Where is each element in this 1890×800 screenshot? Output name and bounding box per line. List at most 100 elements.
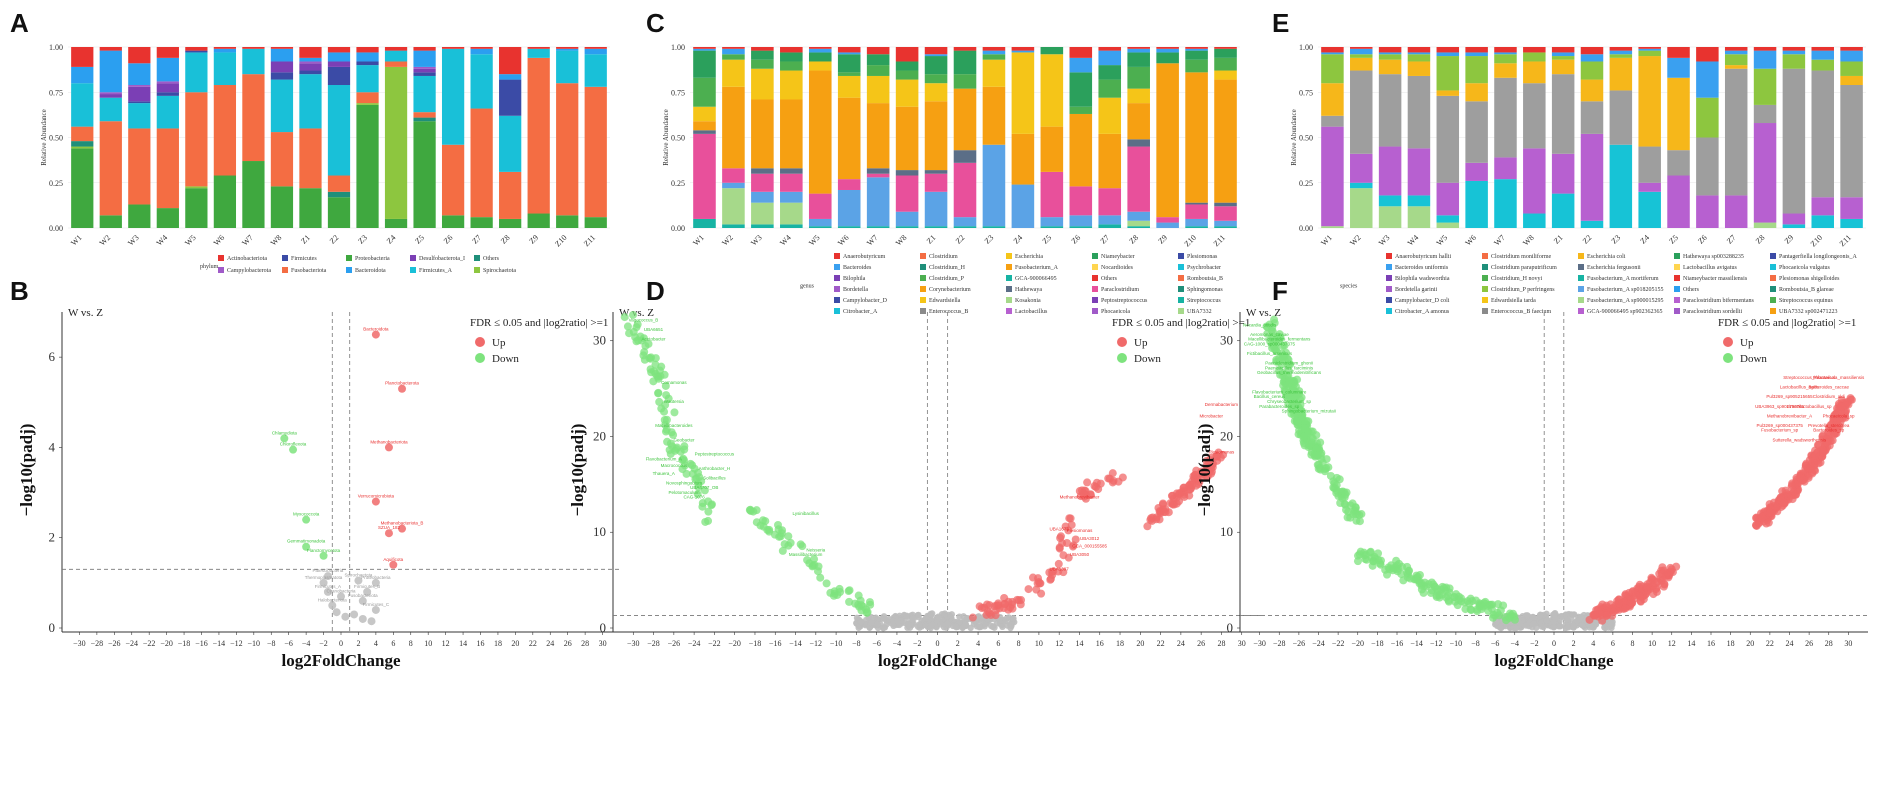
- legend-entry: Others: [1101, 276, 1118, 282]
- legend-swatch: [282, 255, 288, 261]
- bar-pseudomonas-w8: [895, 211, 919, 227]
- bar-paraclostridium-z5: [1040, 171, 1064, 218]
- up-point: [1071, 535, 1080, 544]
- bar-fusobacterium-a-w2: [722, 86, 745, 169]
- bar-pseudomonas-veronii-w4: [1407, 195, 1431, 207]
- bar-paeniclostridium-w8: [895, 61, 919, 71]
- legend-entry: Hathewaya sp003288235: [1683, 254, 1744, 260]
- legend-swatch: [834, 275, 840, 281]
- x-tick-label: −2: [913, 639, 922, 648]
- ns-point: [874, 621, 881, 628]
- bar-actinobacteriota-z10: [556, 47, 579, 49]
- x-tick-label: −6: [284, 639, 293, 648]
- bar-fusobacteriota-z10: [556, 83, 579, 216]
- ns-point: [962, 620, 969, 628]
- legend-entry: Lactobacillus avigatus: [1683, 265, 1737, 271]
- bar-clostridium-p-perfringens-w8: [1523, 52, 1546, 62]
- bar-pseudomonas-w6: [837, 189, 861, 227]
- x-tick-label: Z5: [1041, 233, 1054, 246]
- legend-swatch: [1482, 308, 1488, 314]
- bar-pseudomonas-veronii-w6: [1465, 180, 1488, 228]
- down-label: Peptostreptococcus: [695, 452, 735, 457]
- up-label: Bacteroides_caccae: [1808, 385, 1849, 390]
- x-tick-label: −28: [647, 639, 660, 648]
- bar-clostridium-p-perfringens-z3: [1609, 54, 1633, 58]
- down-point: [704, 507, 713, 516]
- down-point: [822, 579, 831, 588]
- bar-clostridium-p-z6: [1069, 106, 1093, 114]
- legend-entry: Desulfobacterota_I: [419, 255, 465, 262]
- ns-point: [1513, 624, 1520, 632]
- bar-fusobacterium-a-w1: [693, 121, 716, 131]
- legend-entry: Fusobacteriota: [291, 268, 327, 274]
- y-tick-label: 30: [1220, 333, 1233, 348]
- bar-fusobacterium-a-w8: [895, 106, 919, 171]
- up-point: [398, 524, 407, 533]
- bar-actinobacteriota-w3: [128, 47, 151, 64]
- x-tick-label: 20: [1746, 639, 1754, 648]
- bar-pseudomonas-b-glareae-w4: [1407, 206, 1431, 228]
- bar-hathewaya-z2: [953, 150, 977, 163]
- bar-anaerobutyricum-hallii-w3: [1378, 47, 1402, 53]
- bar-firmicutes-a-z3: [356, 65, 379, 93]
- bar-streptococcus-w1: [693, 218, 716, 228]
- legend-entry: Edwardsiella tarda: [1491, 298, 1536, 304]
- legend-down-label: Down: [1134, 353, 1161, 365]
- x-tick-label: 12: [442, 639, 450, 648]
- bar-paeniclostridium-w5: [808, 52, 832, 62]
- bar-escherichia-z3: [982, 59, 1006, 87]
- legend-entry: Citrobacter_A amonus: [1395, 309, 1450, 315]
- down-point: [657, 362, 666, 371]
- legend-entry: Paraclostridium sordellii: [1683, 309, 1742, 315]
- bar-pseudomonas-veronii-w7: [1494, 179, 1517, 228]
- y-tick-label: 10: [1220, 524, 1233, 539]
- bar-anaerobutyricum-w1: [693, 47, 716, 49]
- bar-desulfobacterota-i-w8: [270, 61, 294, 73]
- legend-swatch: [1006, 308, 1012, 314]
- up-point: [1662, 569, 1671, 578]
- y-tick-label: 6: [49, 349, 56, 364]
- legend-swatch: [920, 297, 926, 303]
- bar-anaerobutyricum-hallii-w7: [1494, 47, 1517, 53]
- bar-paraclostridium-w2: [722, 168, 745, 183]
- bar-firmicutes-a-z2: [327, 85, 351, 176]
- bar-fusobacteriota-z7: [470, 108, 493, 218]
- ns-point: [1556, 623, 1563, 630]
- bar-clostridium-p-z10: [1185, 59, 1208, 73]
- bar-pseudomonas-z7: [1098, 215, 1122, 225]
- bar-fusobacterium-a-z9: [1156, 63, 1179, 218]
- up-label: Planctobacterota: [385, 381, 419, 386]
- up-point: [1780, 499, 1789, 508]
- ns-point: [350, 610, 359, 619]
- down-point: [1484, 606, 1493, 615]
- bar-paraclostridium-bifermentans-z5: [1667, 175, 1690, 228]
- up-label: GCA_000155585: [1072, 544, 1107, 549]
- bar-others-w1: [71, 141, 94, 147]
- legend-entry: Campylobacter_D coli: [1395, 298, 1450, 304]
- bar-proteobacteria-z3: [356, 104, 379, 228]
- x-tick-label: 22: [529, 639, 537, 648]
- legend-swatch: [1386, 253, 1392, 259]
- bar-fusobacterium-a-w3: [751, 99, 774, 169]
- bar-clostridium-p-z1: [924, 74, 948, 84]
- x-tick-label: 14: [1075, 639, 1083, 648]
- legend-entry: Edwardsiella: [929, 298, 961, 304]
- bar-paraclostridium-w1: [693, 133, 716, 219]
- down-point: [289, 445, 298, 454]
- bar-hathewaya-w7: [866, 168, 890, 174]
- legend-swatch: [346, 255, 352, 261]
- legend-swatch: [1178, 297, 1184, 303]
- up-point: [991, 611, 1000, 620]
- down-label: Chryseobacterium_sp: [1267, 399, 1311, 404]
- bar-firmicutes-z1: [299, 70, 322, 75]
- ns-point: [323, 587, 332, 596]
- y-tick-label: 1.00: [49, 43, 63, 52]
- x-tick-label: −30: [1253, 639, 1266, 648]
- x-tick-label: Z2: [954, 233, 967, 246]
- down-point: [1496, 606, 1505, 615]
- bar-pseudomonas-veronii-z4: [1638, 191, 1661, 228]
- bar-clostridium-p-perfringens-z8: [1753, 68, 1777, 105]
- bar-clostridium-p-perfringens-z9: [1782, 54, 1806, 69]
- up-point: [1818, 435, 1827, 444]
- ns-point: [904, 620, 911, 628]
